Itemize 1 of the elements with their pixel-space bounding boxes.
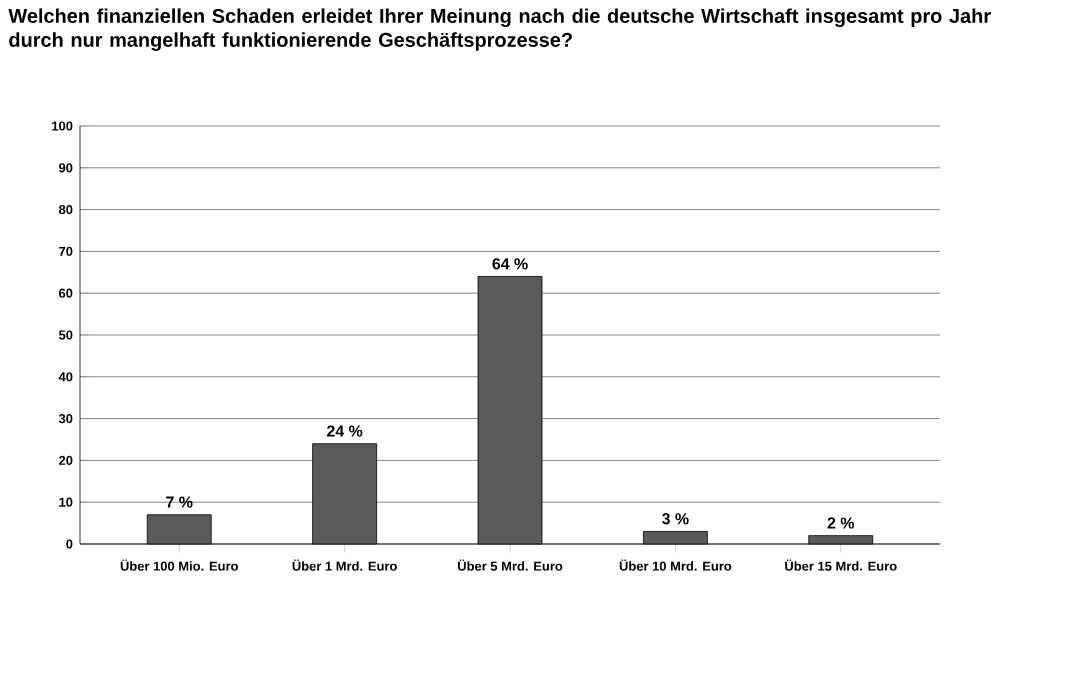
chart-title: Welchen finanziellen Schaden erleidet Ihrer Meinung nach die deutsche Wirtschaft insgesamt pro Jahr durch nur mangelhaft funktionierende Geschäftsprozesse? — [8, 8, 991, 51]
